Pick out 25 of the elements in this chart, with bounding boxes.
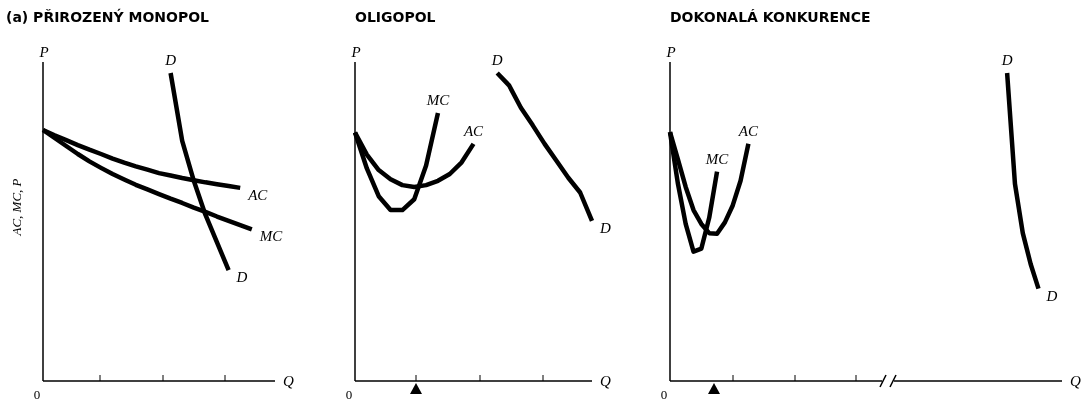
series-label: AC: [737, 122, 759, 139]
chart-title: DOKONALÁ KONKURENCE: [670, 9, 871, 25]
text: D: [490, 52, 503, 68]
text: 0: [33, 387, 41, 402]
y-axis-title: AC, MC, P: [9, 178, 24, 237]
series-label: MC: [258, 228, 284, 245]
chart-title: (a) PŘIROZENÝ MONOPOL: [6, 8, 210, 25]
series-label: AC: [462, 122, 485, 139]
series-label: D: [1045, 287, 1058, 304]
x-axis-title: Q: [600, 373, 611, 389]
series-label: MC: [425, 92, 451, 109]
text: P: [665, 44, 676, 60]
x-axis-title: Q: [1070, 373, 1081, 389]
series-label: D: [235, 269, 248, 286]
text: 0: [660, 387, 668, 402]
text: P: [350, 44, 361, 60]
x-axis-title: Q: [283, 373, 294, 389]
series-label: AC: [247, 186, 269, 203]
series-label: MC: [704, 150, 730, 167]
text: P: [38, 44, 49, 60]
text: 0: [345, 387, 353, 402]
series-label: D: [599, 219, 611, 236]
chart-title: OLIGOPOL: [355, 9, 436, 25]
text: D: [1000, 52, 1013, 68]
text: D: [164, 52, 177, 68]
